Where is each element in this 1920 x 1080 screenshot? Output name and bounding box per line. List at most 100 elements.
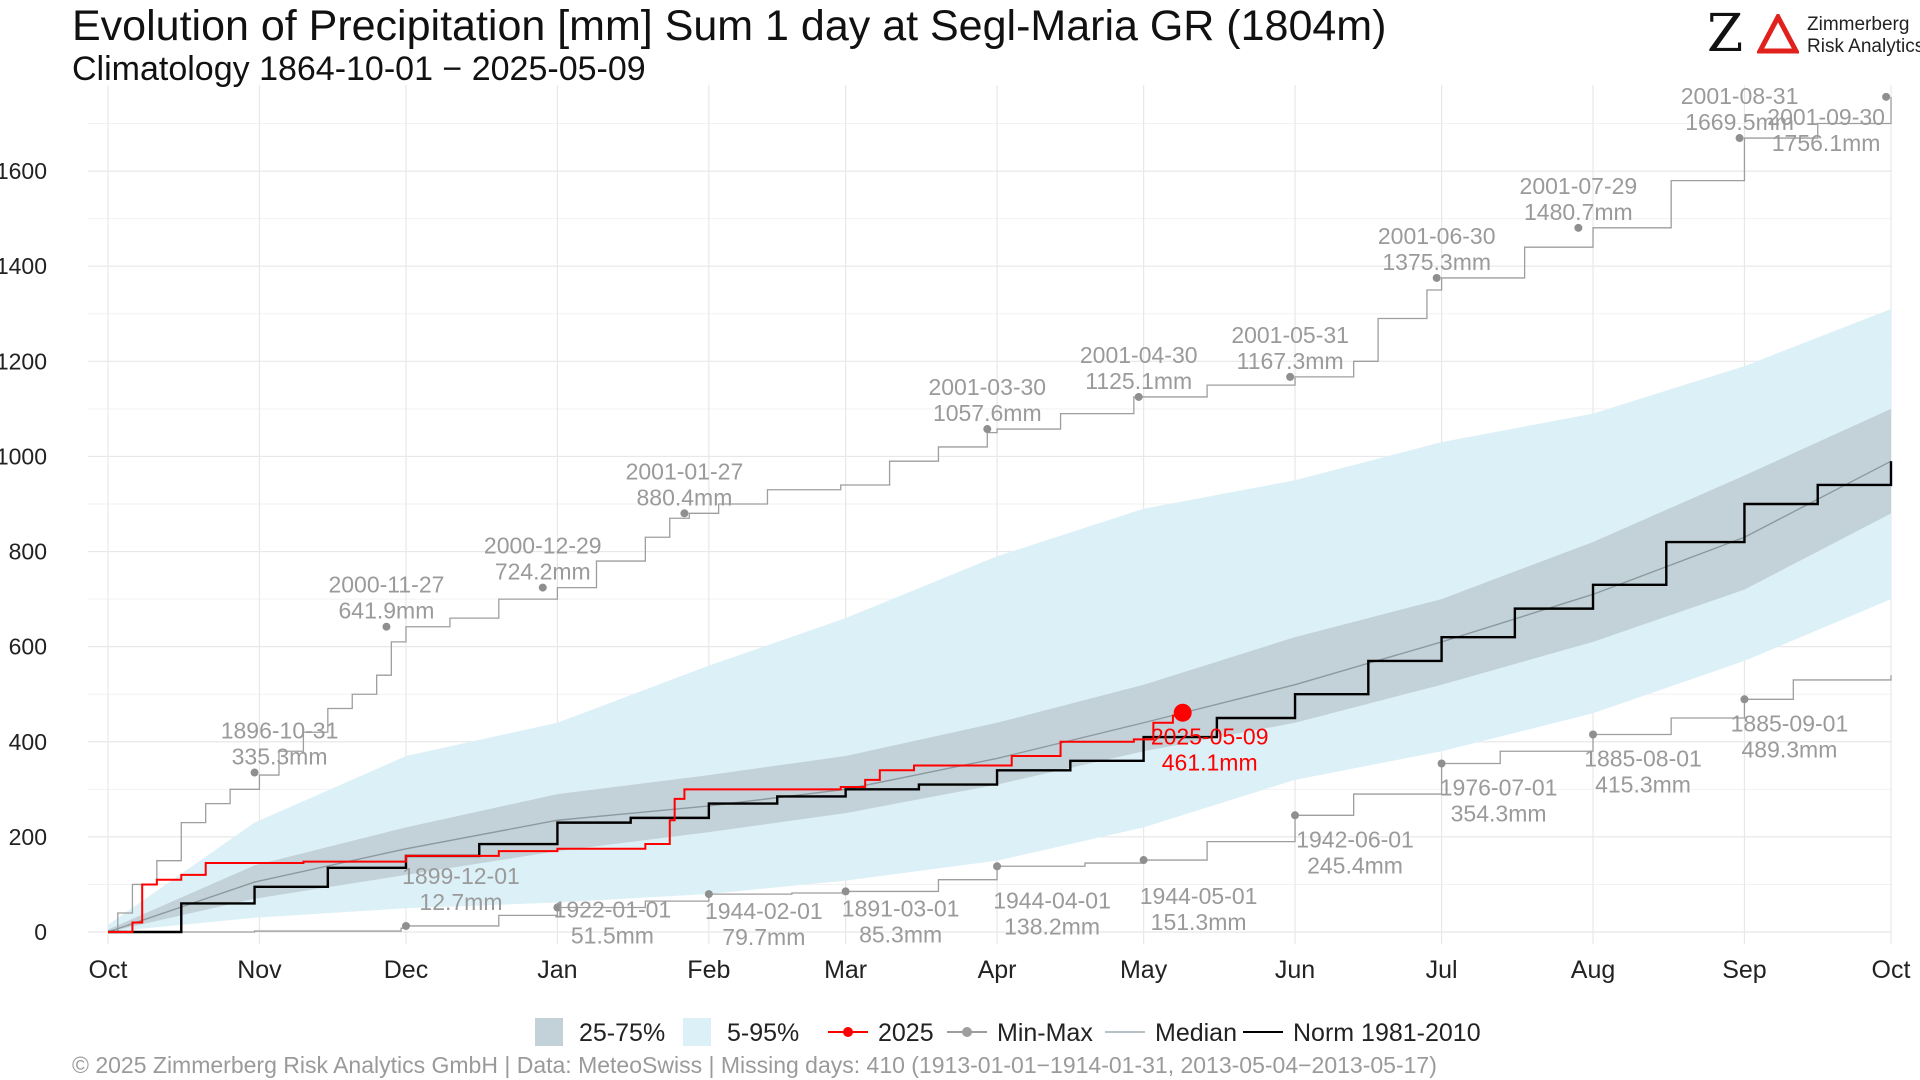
y-tick-label: 1000 <box>0 443 47 469</box>
extreme-point <box>1291 811 1300 820</box>
extreme-point <box>983 425 992 434</box>
x-tick-label: Feb <box>687 956 730 984</box>
x-tick-label: Jul <box>1426 956 1458 984</box>
x-tick-label: Apr <box>978 956 1017 984</box>
legend-label: Min-Max <box>997 1019 1093 1047</box>
legend-swatch <box>683 1018 711 1046</box>
x-tick-label: May <box>1120 956 1168 984</box>
annotation-date: 1885-08-01 <box>1584 745 1702 771</box>
x-tick-label: Oct <box>89 956 128 984</box>
annotation-date: 1891-03-01 <box>842 895 960 921</box>
logo-line-1: Zimmerberg <box>1807 14 1910 35</box>
y-tick-label: 1600 <box>0 158 47 184</box>
x-tick-label: Jun <box>1275 956 1315 984</box>
logo-text: Zimmerberg Risk Analytics <box>1807 14 1920 58</box>
max-line <box>108 96 1892 933</box>
extreme-point <box>841 887 850 896</box>
x-tick-label: Sep <box>1722 956 1766 984</box>
x-tick-label: Mar <box>824 956 867 984</box>
band-5-95 <box>108 309 1891 932</box>
extreme-point <box>1735 134 1744 143</box>
annotation-date: 2001-09-30 <box>1767 104 1885 130</box>
legend-label: 25-75% <box>579 1019 665 1047</box>
legend-point <box>843 1027 853 1037</box>
legend-label: Norm 1981-2010 <box>1293 1019 1481 1047</box>
x-tick-label: Nov <box>237 956 282 984</box>
chart-subtitle: Climatology 1864-10-01 − 2025-05-09 <box>72 50 646 88</box>
extreme-point <box>680 509 689 518</box>
extreme-point <box>993 862 1002 871</box>
y-tick-label: 200 <box>9 824 47 850</box>
y-tick-label: 1200 <box>0 348 47 374</box>
legend-label: Median <box>1155 1019 1237 1047</box>
annotation-value: 415.3mm <box>1595 771 1691 797</box>
annotation-value: 1375.3mm <box>1382 249 1491 275</box>
extreme-point <box>1139 856 1148 865</box>
legend-label: 5-95% <box>727 1019 799 1047</box>
annotation-value: 335.3mm <box>232 744 328 770</box>
extreme-point <box>704 890 713 899</box>
extreme-point <box>1432 273 1441 282</box>
extreme-point <box>538 583 547 592</box>
x-tick-label: Aug <box>1571 956 1615 984</box>
annotation-date: 2025-05-09 <box>1151 724 1269 750</box>
extreme-point <box>1589 730 1598 739</box>
annotation-value: 79.7mm <box>722 924 805 950</box>
annotation-date: 1976-07-01 <box>1440 775 1558 801</box>
annotation-date: 1922-01-01 <box>554 897 672 923</box>
annotation-date: 2001-05-31 <box>1231 322 1349 348</box>
logo-line-2: Risk Analytics <box>1807 36 1920 57</box>
annotation-date: 1885-09-01 <box>1731 710 1849 736</box>
chart-legend: 25-75% 5-95% 2025 Min-Max Median Norm 1981-20… <box>535 1018 1481 1047</box>
legend-swatch <box>535 1018 563 1046</box>
x-tick-label: Jan <box>537 956 577 984</box>
annotation-date: 2001-04-30 <box>1080 342 1198 368</box>
company-logo: Z Zimmerberg Risk Analytics <box>1707 4 1920 64</box>
annotation-date: 1942-06-01 <box>1296 826 1414 852</box>
extreme-point <box>401 921 410 930</box>
extreme-point <box>1574 223 1583 232</box>
extreme-point <box>1286 372 1295 381</box>
extreme-point <box>1437 759 1446 768</box>
annotation-date: 2001-08-31 <box>1681 83 1799 109</box>
annotation-date: 1944-02-01 <box>705 898 823 924</box>
extreme-point <box>1740 695 1749 704</box>
annotation-date: 1944-05-01 <box>1140 883 1258 909</box>
annotation-value: 138.2mm <box>1004 913 1100 939</box>
annotation-date: 1896-10-31 <box>221 718 339 744</box>
y-tick-label: 1400 <box>0 253 47 279</box>
y-tick-label: 400 <box>9 729 47 755</box>
y-tick-label: 800 <box>9 539 47 565</box>
min-line <box>108 675 1892 933</box>
annotation-date: 2001-07-29 <box>1520 173 1638 199</box>
extreme-point <box>382 622 391 631</box>
annotation-value: 245.4mm <box>1307 852 1403 878</box>
annotation-date: 2001-01-27 <box>626 458 744 484</box>
x-tick-label: Oct <box>1872 956 1911 984</box>
annotation-value: 12.7mm <box>419 889 502 915</box>
annotation-date: 1944-04-01 <box>993 887 1111 913</box>
annotation-value: 51.5mm <box>571 923 654 949</box>
annotation-value: 1167.3mm <box>1237 348 1344 374</box>
footer-credits: © 2025 Zimmerberg Risk Analytics GmbH | … <box>72 1052 1437 1078</box>
extreme-point <box>1134 392 1143 401</box>
annotation-date: 2001-06-30 <box>1378 223 1496 249</box>
annotation-date: 2001-03-30 <box>928 374 1046 400</box>
annotation-value: 1669.5mm <box>1685 109 1794 135</box>
legend-label: 2025 <box>878 1019 934 1047</box>
current-value-marker <box>1173 703 1192 722</box>
annotation-value: 354.3mm <box>1451 801 1547 827</box>
x-tick-label: Dec <box>384 956 428 984</box>
annotation-value: 641.9mm <box>339 598 435 624</box>
y-tick-label: 0 <box>34 919 47 945</box>
annotation-value: 1480.7mm <box>1524 199 1633 225</box>
chart-title: Evolution of Precipitation [mm] Sum 1 da… <box>72 2 1387 50</box>
current-year-line <box>108 712 1184 933</box>
annotation-value: 85.3mm <box>859 921 942 947</box>
annotation-date: 2000-11-27 <box>328 572 444 598</box>
logo-delta-icon <box>1757 14 1799 54</box>
annotation-value: 1125.1mm <box>1085 368 1192 394</box>
extreme-point <box>553 903 562 912</box>
logo-z-letter: Z <box>1707 4 1744 64</box>
